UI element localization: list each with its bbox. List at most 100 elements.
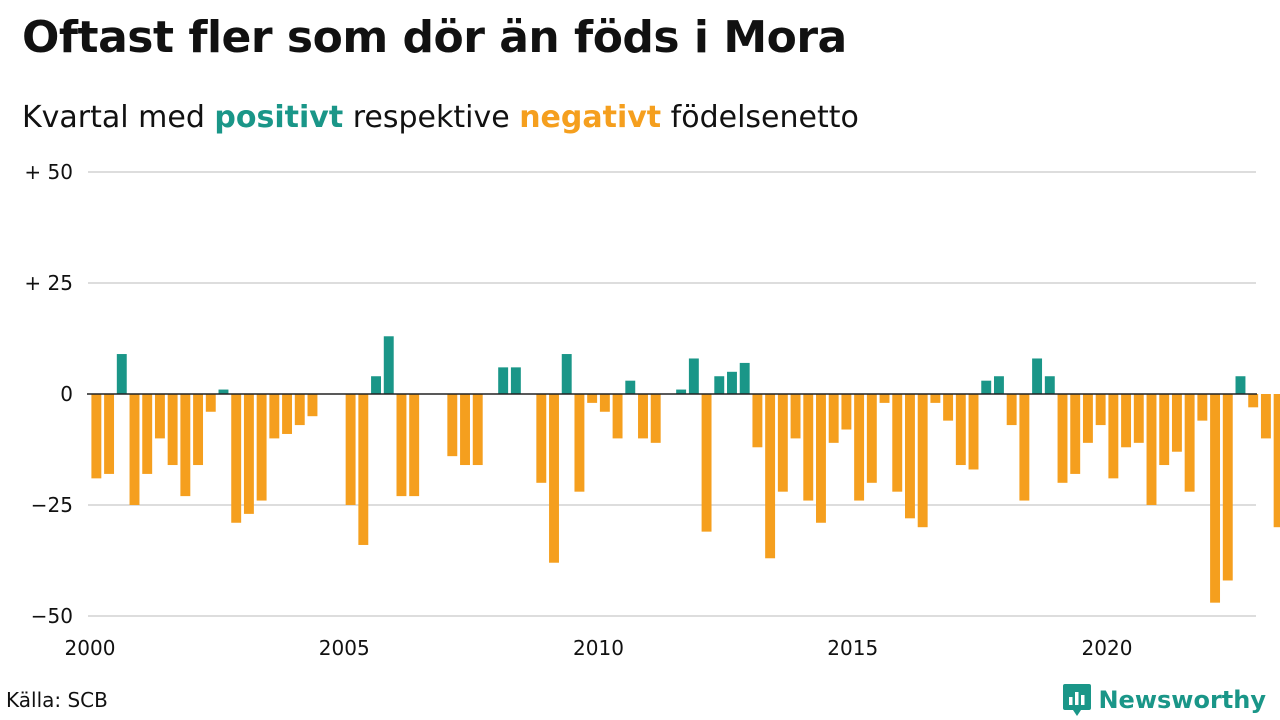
bar (358, 394, 369, 545)
bar (765, 394, 776, 559)
bar (269, 394, 280, 439)
bar (282, 394, 293, 434)
bar (790, 394, 801, 439)
bar (1222, 394, 1233, 581)
bar (688, 358, 699, 394)
source-note: Källa: SCB (6, 688, 108, 712)
bar (1095, 394, 1106, 426)
bar (981, 380, 992, 394)
bar (231, 394, 242, 523)
bar (955, 394, 966, 466)
y-tick-label: + 50 (24, 160, 73, 184)
chart-title: Oftast fler som dör än föds i Mora (22, 12, 847, 63)
bar (1260, 394, 1271, 439)
bar (1210, 394, 1221, 603)
bar (625, 380, 636, 394)
bar (739, 362, 750, 394)
bar (587, 394, 598, 403)
subtitle-middle: respektive (343, 100, 520, 135)
bar (91, 394, 102, 479)
y-tick-label: −50 (31, 604, 73, 628)
bar (154, 394, 165, 439)
bar (1197, 394, 1208, 421)
subtitle-positive-label: positivt (214, 100, 344, 135)
subtitle-suffix: födelsenetto (661, 100, 859, 135)
subtitle-negative-label: negativt (519, 100, 662, 135)
bar (167, 394, 178, 466)
bar (1248, 394, 1259, 408)
bar (676, 389, 687, 394)
bar (383, 336, 394, 394)
bar (256, 394, 267, 501)
y-tick-label: −25 (31, 493, 73, 517)
bar (714, 376, 725, 394)
x-tick-label: 2005 (319, 636, 370, 660)
bar (549, 394, 559, 563)
bar (1121, 394, 1132, 448)
subtitle-prefix: Kvartal med (22, 100, 215, 135)
bar (599, 394, 610, 412)
bar (498, 367, 509, 394)
bar (879, 394, 890, 403)
bar (561, 354, 572, 394)
bar (243, 394, 254, 514)
bar (447, 394, 458, 457)
bar (917, 394, 928, 528)
bar (650, 394, 661, 443)
bar (371, 376, 381, 394)
bar (218, 389, 229, 394)
bar (905, 394, 915, 519)
bar (460, 394, 470, 466)
x-tick-label: 2000 (65, 636, 116, 660)
bar (129, 394, 140, 505)
bar (892, 394, 903, 492)
bar (828, 394, 839, 443)
bar (1235, 376, 1246, 394)
bar (752, 394, 763, 448)
bar (1133, 394, 1144, 443)
bar (307, 394, 318, 417)
bar (1082, 394, 1093, 443)
bar (116, 354, 127, 394)
bar (803, 394, 814, 501)
x-tick-label: 2020 (1082, 636, 1133, 660)
bar (205, 394, 216, 412)
bar (1184, 394, 1195, 492)
bar (854, 394, 865, 501)
bar (1273, 394, 1280, 528)
chart-subtitle: Kvartal med positivt respektive negativt… (22, 100, 859, 135)
bar (510, 367, 521, 394)
bar (1057, 394, 1068, 483)
bar (345, 394, 356, 505)
bar (638, 394, 648, 439)
bar (701, 394, 712, 532)
bar (294, 394, 305, 426)
bar (104, 394, 115, 474)
y-tick-label: + 25 (24, 271, 73, 295)
bar (193, 394, 204, 466)
bar (1070, 394, 1081, 474)
brand-logo: Newsworthy (1062, 683, 1266, 717)
bar (930, 394, 941, 403)
bar (180, 394, 191, 497)
bar (142, 394, 153, 474)
brand-name: Newsworthy (1098, 686, 1266, 714)
bar (1171, 394, 1182, 452)
x-tick-label: 2010 (573, 636, 624, 660)
bar (866, 394, 877, 483)
bar (968, 394, 979, 470)
bar (1146, 394, 1157, 505)
bar (1006, 394, 1017, 426)
bar (727, 371, 737, 394)
bar (1019, 394, 1030, 501)
bar (943, 394, 954, 421)
bar (396, 394, 407, 497)
bar (1032, 358, 1043, 394)
bar (777, 394, 788, 492)
bar (612, 394, 623, 439)
bar (472, 394, 483, 466)
bar (574, 394, 585, 492)
bar (1108, 394, 1119, 479)
newsworthy-logo-icon (1063, 684, 1092, 716)
bar (409, 394, 420, 497)
